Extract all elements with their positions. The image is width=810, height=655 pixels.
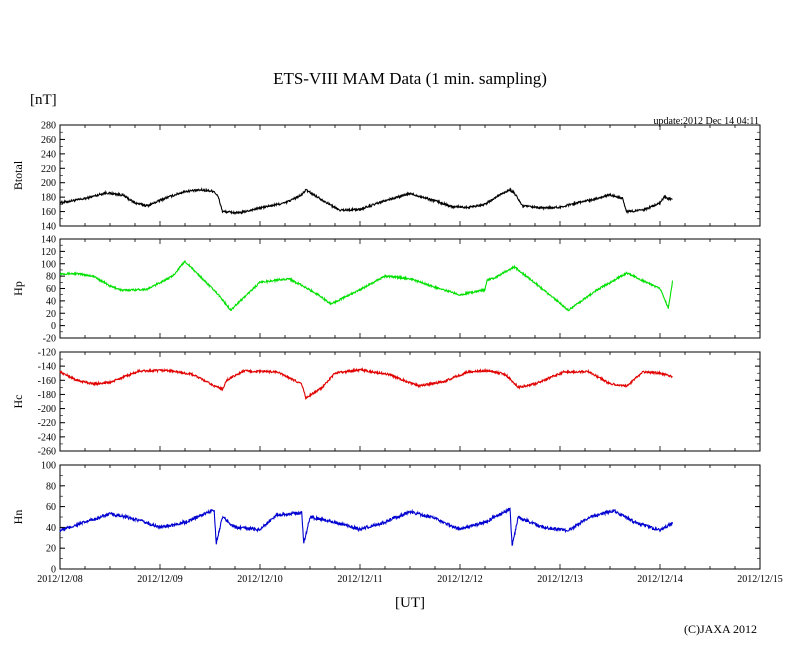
y-tick-label: -180 (38, 390, 56, 401)
y-tick-label: 140 (41, 235, 56, 246)
x-tick-label: 2012/12/08 (37, 574, 83, 585)
y-tick-label: 0 (51, 565, 56, 576)
y-tick-label: 240 (41, 149, 56, 160)
unit-label: [nT] (30, 92, 57, 108)
y-tick-label: 80 (46, 481, 56, 492)
y-tick-label: 220 (41, 164, 56, 175)
y-tick-label: 140 (41, 222, 56, 233)
y-tick-label: -200 (38, 404, 56, 415)
y-tick-label: 120 (41, 247, 56, 258)
panels-group: 140160180200220240260280Btotal-200204060… (11, 121, 761, 576)
panel-hc: -120 -140 -160 -180 -200 -220 -240 -260 Hc (11, 348, 761, 458)
y-tick-label: 60 (46, 502, 56, 513)
panel-frame (59, 351, 761, 452)
panel-btotal: 140 160 180 200 220 240 260 280 Btotal (11, 121, 761, 233)
y-tick-label: 100 (41, 461, 56, 472)
y-tick-label: -120 (38, 348, 56, 359)
panel-label: Hc (11, 395, 25, 409)
panel-label: Btotal (11, 160, 25, 190)
y-tick-label: 80 (46, 272, 56, 283)
panel-label: Hn (11, 510, 25, 525)
y-tick-label: 260 (41, 135, 56, 146)
y-tick-label: 200 (41, 178, 56, 189)
panel-hn: 0 20 40 60 80 100 Hn (11, 461, 761, 576)
x-tick-label: 2012/12/09 (137, 574, 183, 585)
series-btotal (59, 187, 673, 215)
panel-frame (59, 124, 761, 227)
series-hn (59, 507, 674, 546)
y-tick-label: 20 (46, 309, 56, 320)
y-tick-label: 20 (46, 544, 56, 555)
x-tick-label: 2012/12/15 (737, 574, 783, 585)
copyright-text: (C)JAXA 2012 (684, 622, 757, 636)
x-tick-label: 2012/12/11 (337, 574, 382, 585)
x-tick-label: 2012/12/14 (637, 574, 683, 585)
y-tick-label: -220 (38, 418, 56, 429)
x-tick-label: 2012/12/10 (237, 574, 283, 585)
x-tick-label: 2012/12/13 (537, 574, 583, 585)
y-tick-label: -20 (43, 334, 56, 345)
y-tick-label: 40 (46, 523, 56, 534)
x-tick-label: 2012/12/12 (437, 574, 483, 585)
panel-label: Hp (11, 281, 25, 296)
y-tick-label: 180 (41, 193, 56, 204)
y-tick-label: 40 (46, 296, 56, 307)
y-tick-label: 160 (41, 207, 56, 218)
panel-frame (59, 464, 761, 570)
y-tick-label: 60 (46, 284, 56, 295)
y-tick-label: -240 (38, 432, 56, 443)
y-tick-label: -140 (38, 362, 56, 373)
x-axis-label: [UT] (395, 595, 425, 611)
y-tick-label: 280 (41, 121, 56, 132)
x-tick-labels: 2012/12/08 2012/12/09 2012/12/10 2012/12/11… (37, 574, 783, 585)
y-tick-label: 100 (41, 259, 56, 270)
y-tick-label: -160 (38, 376, 56, 387)
chart-title: ETS-VIII MAM Data (1 min. sampling) (273, 69, 547, 88)
update-timestamp: update:2012 Dec 14 04:11 (654, 116, 759, 127)
y-tick-label: -260 (38, 447, 56, 458)
y-tick-label: 0 (51, 321, 56, 332)
series-hp (59, 260, 674, 312)
series-hc (59, 366, 673, 400)
